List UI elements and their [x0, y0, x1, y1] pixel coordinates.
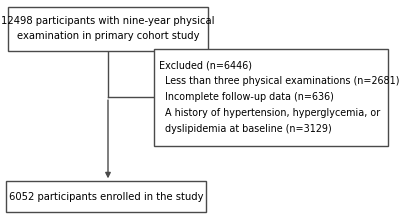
- Text: 12498 participants with nine-year physical
examination in primary cohort study: 12498 participants with nine-year physic…: [1, 16, 215, 41]
- Text: A history of hypertension, hyperglycemia, or: A history of hypertension, hyperglycemia…: [159, 108, 380, 118]
- Text: Excluded (n=6446): Excluded (n=6446): [159, 60, 252, 70]
- Text: 6052 participants enrolled in the study: 6052 participants enrolled in the study: [9, 192, 203, 202]
- Text: Less than three physical examinations (n=2681): Less than three physical examinations (n…: [159, 76, 399, 86]
- Bar: [6, 181, 206, 212]
- Text: Incomplete follow-up data (n=636): Incomplete follow-up data (n=636): [159, 92, 334, 102]
- Text: dyslipidemia at baseline (n=3129): dyslipidemia at baseline (n=3129): [159, 124, 332, 134]
- Bar: [154, 49, 388, 146]
- Bar: [8, 7, 208, 51]
